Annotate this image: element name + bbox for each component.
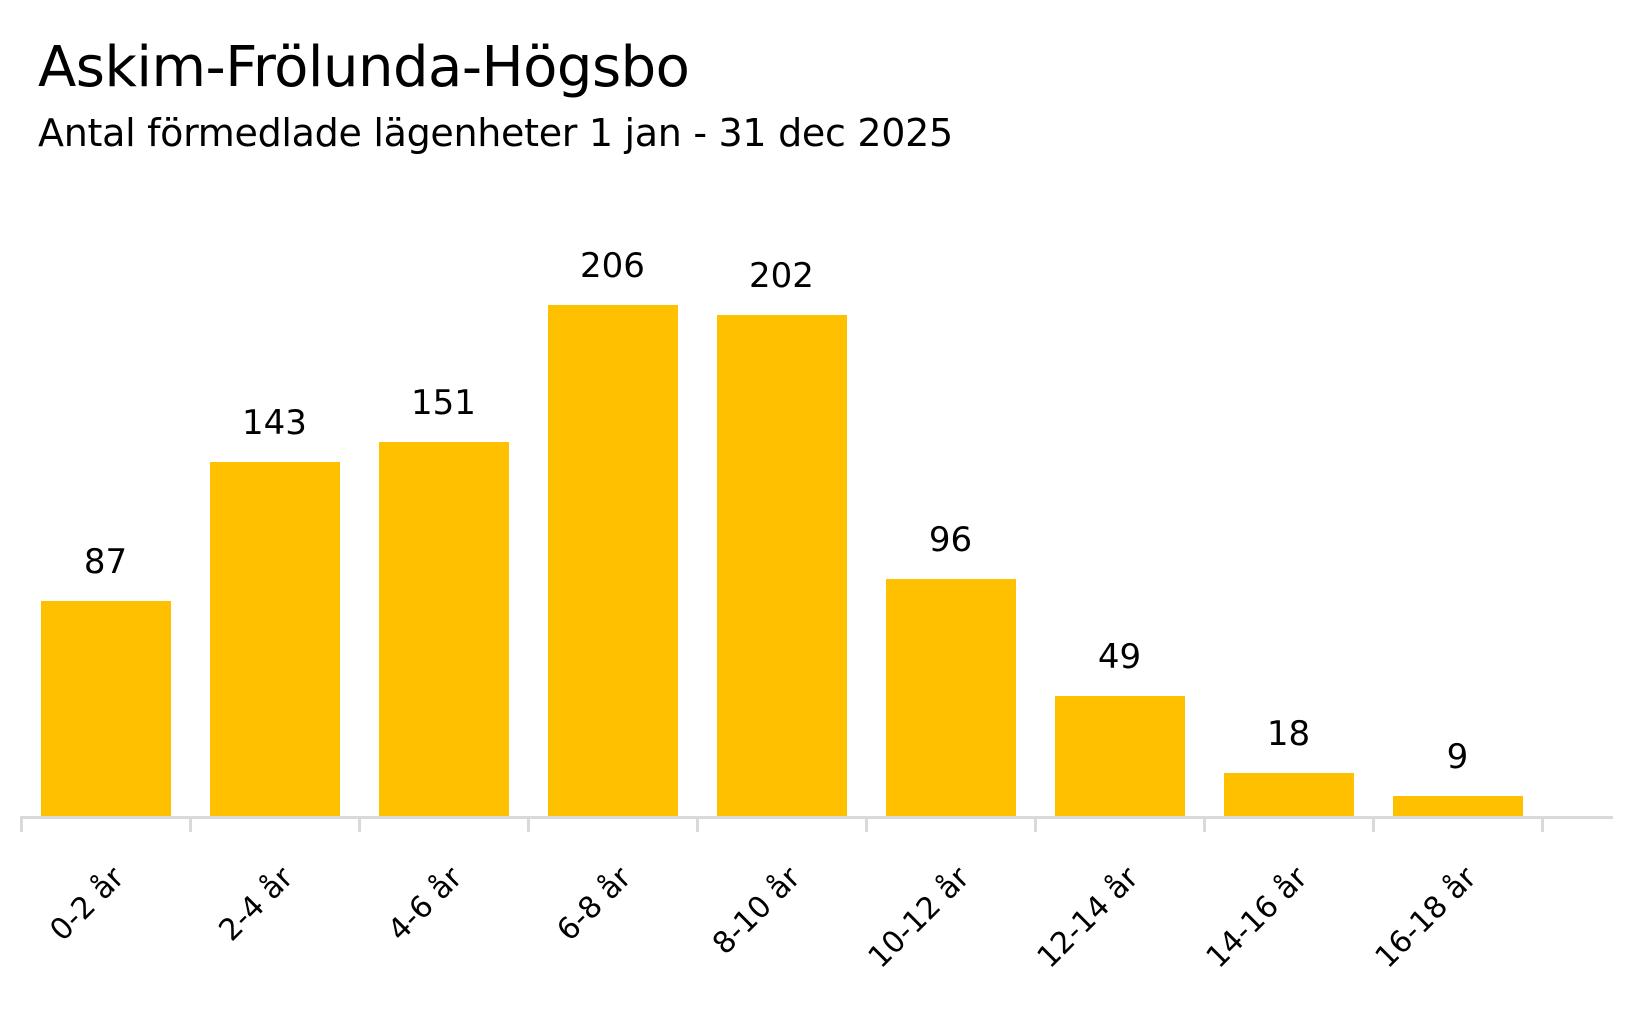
x-axis-tick [1372,816,1375,832]
bar [885,579,1016,818]
bar [40,601,171,818]
x-axis-tick [1203,816,1206,832]
x-tick-label: 0-2 år [43,860,132,949]
x-tick-label: 6-8 år [550,860,639,949]
data-label: 96 [928,520,973,560]
data-label: 18 [1266,714,1311,754]
x-tick-label: 8-10 år [706,860,808,962]
x-axis-tick [696,816,699,832]
x-tick-label: 14-16 år [1199,860,1315,976]
x-tick-label: 16-18 år [1368,860,1484,976]
data-label: 202 [749,256,814,296]
bar [1054,696,1185,818]
data-label: 151 [411,383,476,423]
x-tick-label: 10-12 år [861,860,977,976]
x-tick-label: 12-14 år [1030,860,1146,976]
bar [378,442,509,818]
data-label: 87 [83,542,128,582]
bar [1392,796,1523,818]
x-axis-tick [527,816,530,832]
x-axis-tick [189,816,192,832]
bar [716,315,847,818]
data-label: 9 [1446,737,1469,777]
data-label: 49 [1097,637,1142,677]
bar [547,305,678,818]
x-axis-line [21,816,1613,819]
bar [1223,773,1354,818]
x-axis-tick [1541,816,1544,832]
x-tick-label: 2-4 år [212,860,301,949]
chart-title: Askim-Frölunda-Högsbo [38,35,690,100]
x-axis-tick [20,816,23,832]
x-tick-label: 4-6 år [381,860,470,949]
x-axis-tick [865,816,868,832]
data-label: 143 [242,403,307,443]
bar [209,462,340,818]
x-axis-tick [1034,816,1037,832]
plot-area: 87 143 151 206 202 96 49 18 9 [21,200,1613,818]
x-axis-tick [358,816,361,832]
chart-subtitle: Antal förmedlade lägenheter 1 jan - 31 d… [38,111,953,155]
data-label: 206 [580,246,645,286]
